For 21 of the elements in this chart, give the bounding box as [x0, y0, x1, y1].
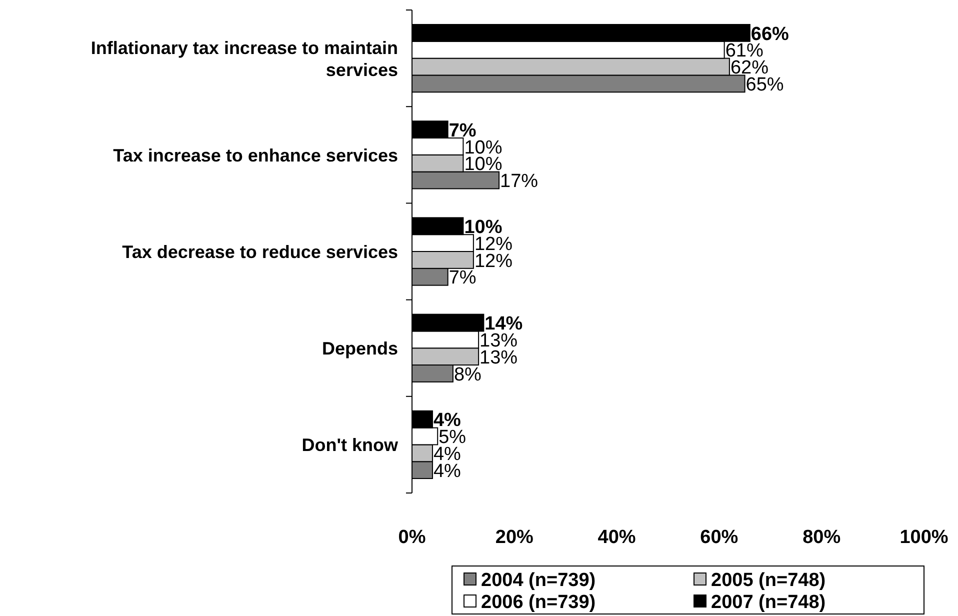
y-tick-label: Don't know	[302, 435, 399, 456]
x-tick-label: 0%	[398, 526, 426, 548]
legend-label: 2005 (n=748)	[711, 570, 826, 591]
data-label: 10%	[464, 154, 502, 176]
x-tick-label: 20%	[495, 526, 534, 548]
legend-label: 2006 (n=739)	[481, 592, 596, 613]
x-tick-label: 60%	[700, 526, 738, 548]
x-tick-label: 80%	[802, 526, 841, 548]
y-tick-label: Depends	[322, 338, 398, 359]
data-label: 8%	[454, 364, 482, 386]
data-label: 17%	[500, 171, 538, 192]
y-tick-label: Tax increase to enhance services	[113, 145, 398, 166]
x-tick-label: 40%	[598, 526, 636, 548]
x-tick-label: 100%	[900, 526, 948, 548]
legend-label: 2007 (n=748)	[711, 592, 826, 613]
y-tick-label: Inflationary tax increase to maintain services	[90, 38, 398, 80]
data-label: 65%	[746, 74, 784, 96]
legend-label: 2004 (n=739)	[481, 570, 596, 591]
data-label: 7%	[448, 268, 476, 289]
y-tick-label: Tax decrease to reduce services	[122, 242, 398, 262]
data-label: 7%	[448, 120, 476, 142]
